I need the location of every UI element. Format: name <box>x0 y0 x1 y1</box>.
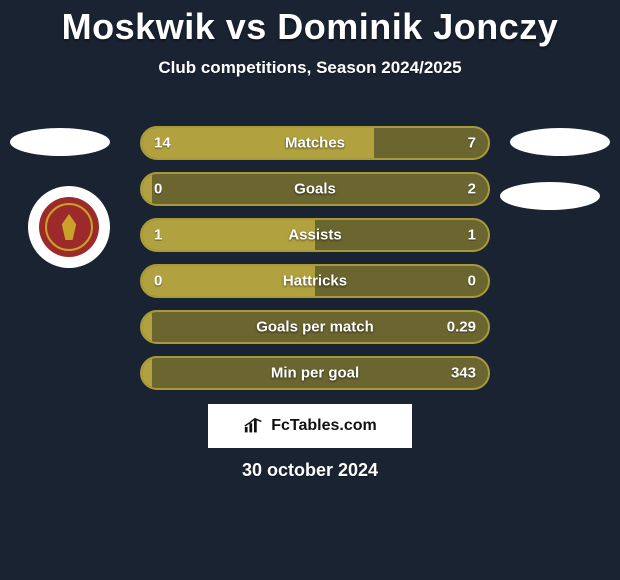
stat-label: Hattricks <box>283 273 347 290</box>
stats-area: 14 7 Matches 0 2 Goals 1 1 Assists 0 0 Hattricks 0.2… <box>140 126 490 402</box>
footer-brand-badge[interactable]: FcTables.com <box>208 404 412 448</box>
comparison-card: Moskwik vs Dominik Jonczy Club competiti… <box>0 6 620 580</box>
stat-row: 0 2 Goals <box>140 172 490 206</box>
club-left-badge <box>28 186 110 268</box>
stat-label: Matches <box>285 135 345 152</box>
flame-icon <box>60 214 78 240</box>
subtitle: Club competitions, Season 2024/2025 <box>0 58 620 78</box>
club-right-badge <box>500 182 600 210</box>
stat-value-right: 0.29 <box>447 319 476 336</box>
stat-label: Assists <box>288 227 341 244</box>
player-right-avatar <box>510 128 610 156</box>
player-left-avatar <box>10 128 110 156</box>
stat-value-left: 0 <box>154 181 162 198</box>
stat-row: 343 Min per goal <box>140 356 490 390</box>
stat-value-right: 7 <box>468 135 476 152</box>
club-left-emblem <box>39 197 99 257</box>
stat-value-right: 2 <box>468 181 476 198</box>
stat-value-left: 1 <box>154 227 162 244</box>
stat-value-left: 14 <box>154 135 171 152</box>
stat-value-right: 343 <box>451 365 476 382</box>
stat-fill <box>142 174 152 204</box>
stat-value-right: 0 <box>468 273 476 290</box>
stat-fill <box>142 312 152 342</box>
chart-icon <box>243 417 265 435</box>
stat-fill <box>142 358 152 388</box>
footer-brand-text: FcTables.com <box>271 417 377 435</box>
stat-row: 1 1 Assists <box>140 218 490 252</box>
stat-row: 0 0 Hattricks <box>140 264 490 298</box>
stat-label: Goals per match <box>256 319 374 336</box>
stat-row: 14 7 Matches <box>140 126 490 160</box>
stat-row: 0.29 Goals per match <box>140 310 490 344</box>
stat-label: Goals <box>294 181 336 198</box>
stat-value-right: 1 <box>468 227 476 244</box>
date: 30 october 2024 <box>0 460 620 481</box>
stat-value-left: 0 <box>154 273 162 290</box>
stat-label: Min per goal <box>271 365 359 382</box>
title: Moskwik vs Dominik Jonczy <box>0 6 620 48</box>
